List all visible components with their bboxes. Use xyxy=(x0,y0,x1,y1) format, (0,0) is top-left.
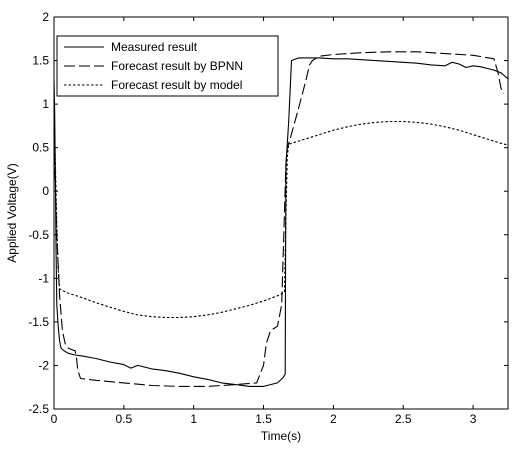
y-axis-label: Applied Voltage(V) xyxy=(5,163,19,262)
x-tick-label: 2.5 xyxy=(395,412,412,426)
plot-layer xyxy=(54,51,508,387)
x-tick-label: 3 xyxy=(470,412,477,426)
x-tick-label: 0 xyxy=(51,412,58,426)
legend-label-3: Forecast result by model xyxy=(111,78,242,92)
x-tick-label: 0.5 xyxy=(116,412,133,426)
y-tick-label: -1.5 xyxy=(28,315,49,329)
series-line-1 xyxy=(54,57,508,387)
y-tick-label: 0.5 xyxy=(32,141,49,155)
legend: Measured result Forecast result by BPNN Fo… xyxy=(56,35,279,97)
y-tick-label: -0.5 xyxy=(28,228,49,242)
y-tick-label: 0 xyxy=(42,184,49,198)
plot-frame xyxy=(53,16,509,410)
x-tick-label: 1 xyxy=(190,412,197,426)
series-line-2 xyxy=(54,51,505,387)
y-tick-label: -1 xyxy=(38,271,49,285)
y-tick-label: 2 xyxy=(42,10,49,24)
legend-label-2: Forecast result by BPNN xyxy=(111,59,243,73)
y-tick-label: 1.5 xyxy=(32,54,49,68)
y-tick-label: -2 xyxy=(38,358,49,372)
y-tick-label: -2.5 xyxy=(28,402,49,416)
legend-label-1: Measured result xyxy=(111,40,198,54)
x-tick-label: 2 xyxy=(330,412,337,426)
legend-box xyxy=(56,35,279,97)
x-tick-label: 1.5 xyxy=(255,412,272,426)
x-axis-label: Time(s) xyxy=(261,429,301,443)
axes-layer: 0 0.5 1 1.5 2 2.5 3 -2.5 -2 -1.5 -1 -0.5 0 0.5 1 1.5 2 xyxy=(28,10,509,426)
y-tick-label: 1 xyxy=(42,97,49,111)
series-line-3 xyxy=(54,112,508,319)
